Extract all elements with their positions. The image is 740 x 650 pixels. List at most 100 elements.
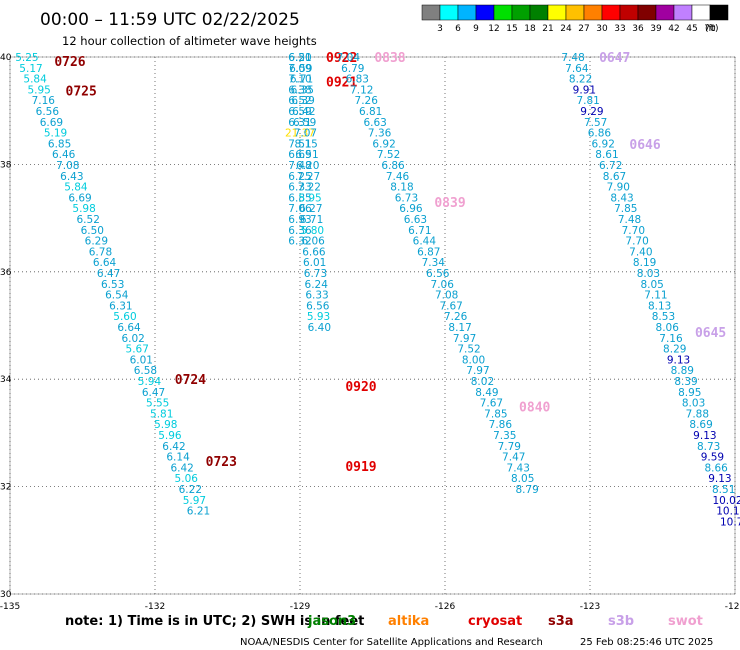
y-tick-label: 38 [0,160,12,170]
swh-value: 10.18 [716,506,740,518]
swh-value: 6.38 [288,84,311,96]
swh-value: 6.59 [288,106,311,118]
swh-value: 21.37 [285,128,315,140]
swh-value: 6.71 [290,74,313,86]
swh-value: 7.85 [484,408,507,420]
grid [9,56,736,595]
colorbar-swatch [583,4,603,21]
swh-value: 7.70 [625,236,648,248]
swh-value: 5.60 [113,311,136,323]
pass-A: 5.255.175.845.957.166.566.695.196.856.46… [15,52,237,518]
swh-value: 8.17 [448,322,471,334]
colorbar-label: 15 [506,24,517,34]
swh-value: 5.19 [44,128,67,140]
pass-time-label: 0919 [345,460,376,475]
swh-value: 8.67 [603,171,626,183]
swh-value: 7.88 [686,408,709,420]
swh-value: 7.07 [294,128,317,140]
colorbar-label: 6 [455,24,461,34]
swh-value: 6.36 [288,225,312,237]
swh-value: 7.34 [422,257,446,269]
colorbar-swatch [637,4,657,21]
swh-value: 7.97 [453,333,476,345]
colorbar-label: 70 [704,24,716,34]
colorbar-label: 45 [686,24,697,34]
swh-value: 6.39 [291,95,314,107]
swh-value: 7.51 [288,138,311,150]
swh-value: 8.43 [610,192,633,204]
pass-time-label: 0724 [175,373,206,388]
pass-time-label: 0723 [206,455,237,470]
x-tick-label: -135 [0,602,20,612]
chart-subtitle: 12 hour collection of altimeter wave hei… [62,34,317,48]
satellite-legend: jason3 altika cryosat s3a s3b swot [307,614,703,629]
pass-E: 7.487.648.229.917.819.297.576.866.928.61… [561,51,740,528]
swh-value: 6.47 [97,268,120,280]
swh-value: 8.61 [595,149,618,161]
swh-value: 6.02 [121,333,144,345]
swh-value: 7.12 [350,84,373,96]
swh-value: 8.49 [475,387,498,399]
swh-value: 6.59 [289,63,312,75]
swh-value: 6.85 [288,192,311,204]
swh-value: 6.56 [306,300,330,312]
swh-value: 6.69 [40,117,63,129]
chart-title: 00:00 – 11:59 UTC 02/22/2025 [40,10,300,30]
swh-value: 7.08 [435,290,458,302]
swh-value: 10.02 [712,495,740,507]
swh-value: 7.40 [629,246,652,258]
colorbar-label: 12 [488,24,499,34]
pass-time-label: 0645 [695,326,726,341]
swh-value: 5.97 [183,495,206,507]
legend-s3b: s3b [608,614,634,629]
swh-value: 7.06 [431,279,455,291]
y-tick-label: 40 [0,53,12,63]
swh-value: 7.26 [355,95,379,107]
swh-value: 8.22 [569,74,592,86]
colorbar-label: 42 [668,24,679,34]
colorbar-swatch [709,4,729,21]
swh-value: 5.17 [19,63,42,75]
swh-value: 6.14 [166,452,190,464]
swh-value: 6.51 [295,149,318,161]
swh-value: 7.48 [618,214,641,226]
swh-value: 7.10 [288,74,311,86]
swh-value: 7.06 [288,203,312,215]
swh-value: 6.64 [117,322,141,334]
swh-value: 7.90 [607,182,630,194]
swh-value: 8.66 [704,462,728,474]
colorbar-swatch [565,4,585,21]
swh-value: 6.72 [599,160,622,172]
swh-value: 5.84 [23,74,47,86]
data-marks: 5.255.175.845.957.166.566.695.196.856.46… [15,51,740,528]
pass-C: 6.216.596.716.356.396.426.597.078.156.51… [288,52,377,475]
swh-value: 6.73 [395,192,418,204]
swh-value: 7.04 [337,52,361,64]
swh-value: 5.98 [154,419,177,431]
swh-value: 6.20 [296,160,319,172]
swh-value: 7.16 [659,333,683,345]
swh-value: 7.11 [644,290,667,302]
swh-value: 7.52 [377,149,400,161]
swh-value: 5.67 [126,344,149,356]
swh-value: 6.29 [85,236,108,248]
colorbar-label: 33 [614,24,625,34]
swh-value: 6.35 [291,84,314,96]
x-tick-label: -132 [145,602,165,612]
swh-value: 6.50 [288,52,311,64]
swh-value: 8.79 [515,484,538,496]
swh-value: 9.29 [580,106,603,118]
swh-value: 9.59 [701,452,724,464]
legend-s3a: s3a [548,614,574,629]
pass-time-label: 0726 [54,55,85,70]
colorbar-swatch [655,4,675,21]
colorbar-label: 27 [578,24,589,34]
colorbar-label: 18 [524,24,536,34]
colorbar-swatch [493,4,513,21]
swh-value: 6.01 [303,257,326,269]
swh-value: 5.81 [150,408,173,420]
swh-value: 6.69 [288,149,311,161]
y-tick-label: 36 [0,268,12,278]
swh-value: 6.27 [299,203,322,215]
